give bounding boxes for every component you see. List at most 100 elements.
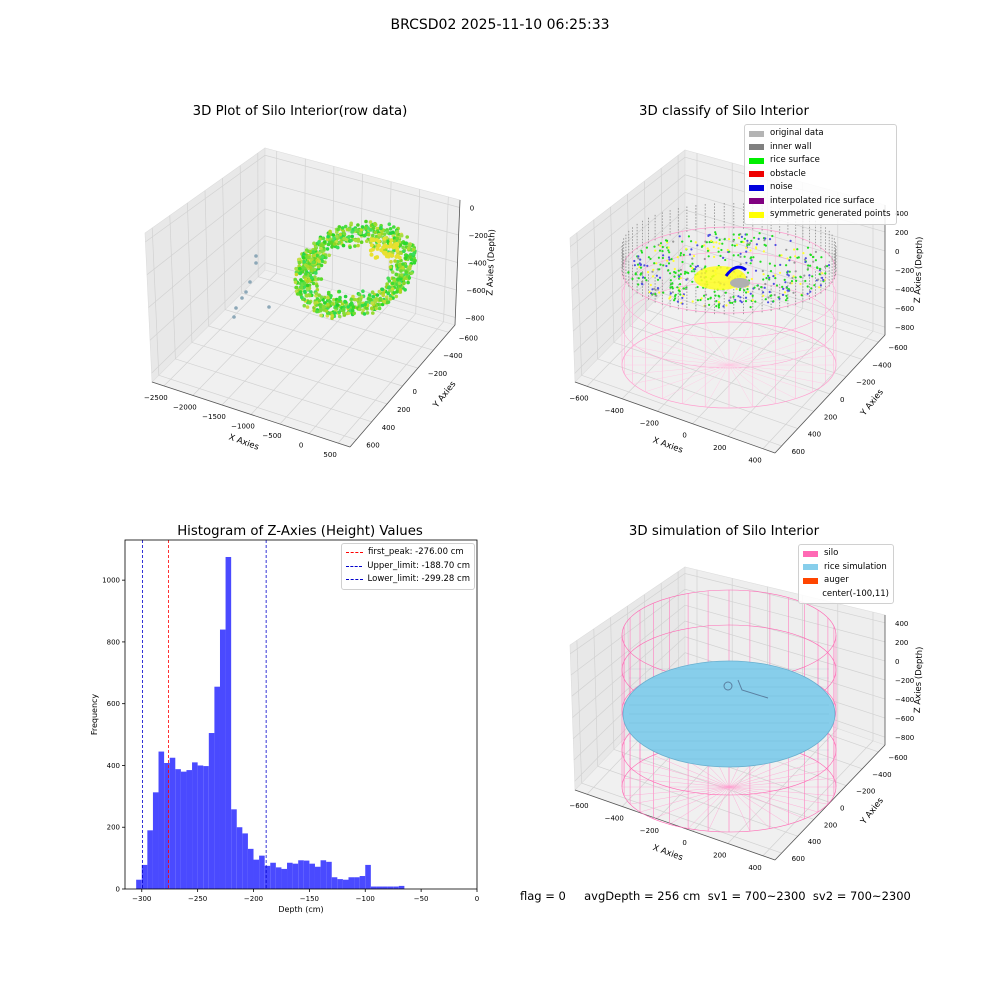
classify-surface-point	[793, 261, 796, 264]
classify-surface-point	[722, 256, 725, 259]
classify-surface-point	[768, 238, 772, 241]
raw-point-peak	[369, 238, 374, 243]
simulation-silo-spoke	[728, 786, 819, 813]
classify-surface-point	[794, 270, 797, 273]
classify-surface-point	[673, 267, 676, 271]
raw-point	[337, 225, 342, 229]
classify-x-gridline	[727, 192, 839, 437]
classify-surface-point	[767, 301, 770, 304]
raw-point	[407, 243, 412, 248]
classify-surface-point	[804, 279, 807, 283]
classify-surface-point	[633, 264, 636, 267]
simulation-legend-swatch	[803, 591, 816, 597]
simulation-z-gridline	[570, 588, 886, 676]
classify-surface-point	[665, 264, 668, 268]
simulation-y-tick-label: 0	[840, 805, 844, 813]
histogram-y-tick-label: 0	[116, 886, 120, 894]
classify-surface-point	[737, 295, 740, 298]
raw-point	[386, 291, 390, 296]
raw-point	[343, 294, 348, 299]
raw-point	[294, 272, 299, 277]
classify-surface-point	[792, 291, 795, 294]
simulation-silo-spoke	[687, 786, 730, 829]
classify-surface-point	[669, 292, 672, 295]
classify-surface-point	[655, 294, 658, 297]
raw-point	[313, 247, 318, 251]
raw-point	[315, 284, 319, 288]
raw-point	[338, 232, 343, 237]
classify-surface-point	[720, 248, 723, 252]
classify-surface-point	[759, 260, 762, 263]
simulation-legend-item: silo	[803, 547, 889, 561]
raw-x-tick-label: −2000	[173, 403, 197, 411]
raw-point	[311, 260, 316, 265]
raw-point	[329, 294, 333, 298]
classify-surface-point	[652, 292, 655, 295]
simulation-x-tick-label: 0	[682, 839, 686, 847]
classify-surface-point	[762, 273, 765, 276]
simulation-z-tick-label: −200	[895, 677, 914, 685]
classify-surface-point	[652, 268, 655, 271]
raw-y-gridline	[151, 227, 357, 441]
classify-y-tick-label: 200	[824, 413, 837, 421]
simulation-x-tick-label: 400	[748, 864, 761, 872]
classify-surface-point	[763, 239, 766, 242]
classify-surface-point	[669, 279, 672, 282]
classify-y-tick-label: 400	[808, 431, 821, 439]
simulation-y-tick-label: 400	[808, 838, 821, 846]
raw-y-axis-line	[349, 324, 456, 448]
classify-surface-point	[750, 259, 753, 262]
classify-surface-point	[691, 280, 694, 283]
raw-point	[314, 271, 318, 275]
raw-point	[399, 273, 404, 277]
simulation-z-gridline	[570, 573, 886, 654]
classify-surface-point	[717, 250, 720, 253]
classify-surface-point	[818, 267, 822, 270]
raw-point	[337, 314, 342, 319]
histogram-legend-item: Upper_limit: -188.70 cm	[346, 560, 470, 574]
classify-surface-point	[678, 275, 681, 278]
raw-point-peak	[369, 243, 374, 248]
simulation-z-gridline	[572, 620, 886, 718]
raw-point	[313, 275, 317, 279]
raw-point-outlier	[240, 296, 244, 300]
simulation-legend-swatch	[803, 564, 818, 571]
classify-surface-point	[819, 284, 822, 287]
raw-point	[412, 261, 417, 265]
classify-surface-point	[809, 253, 812, 257]
histogram-legend-label: Upper_limit: -188.70 cm	[367, 560, 470, 571]
classify-legend-swatch	[749, 130, 764, 137]
raw-point	[340, 302, 345, 306]
histogram-bar	[214, 686, 220, 889]
classify-surface-point	[768, 290, 771, 294]
classify-surface-point	[653, 262, 656, 265]
classify-surface-point	[640, 249, 643, 252]
histogram-bar	[186, 770, 193, 889]
classify-surface-point	[737, 254, 740, 257]
classify-silo-spoke	[645, 364, 730, 392]
classify-surface-point	[789, 239, 792, 242]
histogram-bar	[147, 830, 153, 889]
classify-surface-point	[796, 256, 799, 259]
classify-x-tick-label: 200	[713, 444, 726, 452]
histogram-legend-item: first_peak: -276.00 cm	[346, 546, 470, 560]
classify-surface-point	[768, 278, 771, 281]
classify-surface-point	[792, 275, 795, 278]
raw-point	[348, 302, 353, 307]
classify-surface-point	[729, 296, 732, 299]
histogram-x-axis-label: Depth (cm)	[278, 905, 323, 914]
raw-point-peak	[388, 241, 393, 246]
classify-x-axis-line	[574, 381, 776, 454]
classify-surface-point	[713, 290, 716, 293]
status-footer: flag = 0 avgDepth = 256 cm sv1 = 700~230…	[520, 889, 911, 903]
raw-point	[392, 291, 396, 295]
classify-z-gridline	[572, 209, 886, 311]
raw-point	[398, 264, 402, 268]
raw-y-tick-label: 200	[397, 406, 410, 414]
raw-point	[347, 228, 351, 232]
raw-point	[318, 308, 323, 313]
raw-point	[319, 246, 323, 251]
classify-surface-point	[795, 279, 798, 282]
raw-y-gridline	[257, 153, 449, 333]
raw-point	[337, 240, 342, 245]
